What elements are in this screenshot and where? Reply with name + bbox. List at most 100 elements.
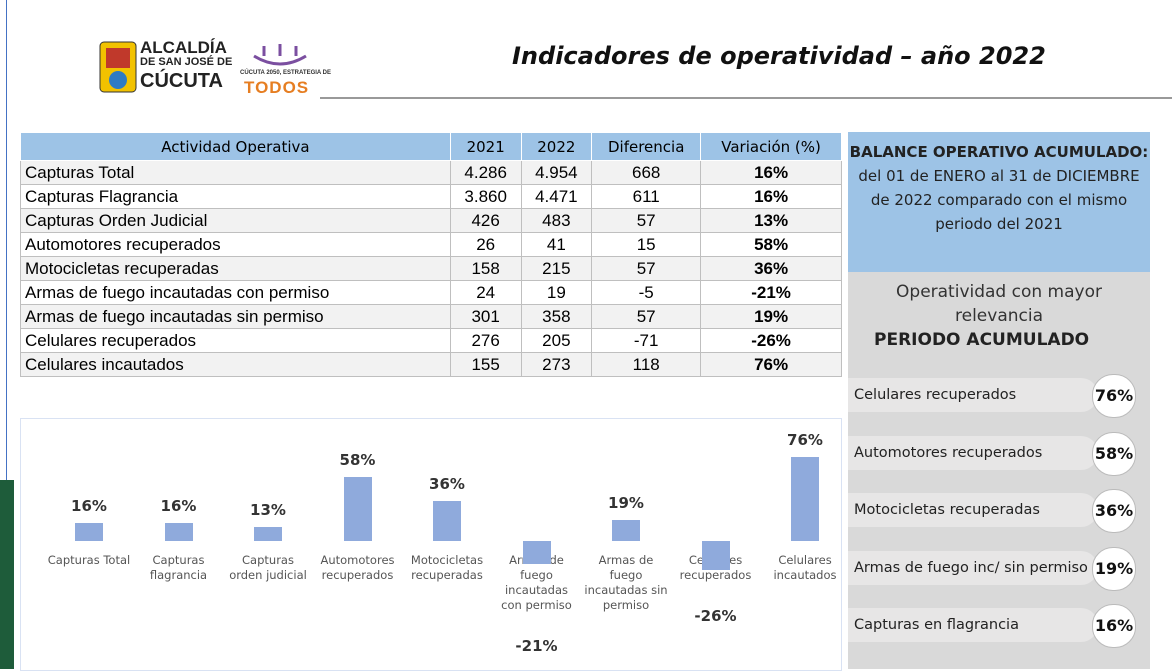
category-label: Celulares incautados <box>773 553 837 582</box>
relevance-value: 19% <box>1092 546 1136 591</box>
table-cell: 36% <box>700 256 842 281</box>
category-label: Capturas flagrancia <box>149 553 208 582</box>
relevance-subtitle: PERIODO ACUMULADO <box>874 330 1090 350</box>
relevance-value: 76% <box>1092 374 1136 418</box>
table-cell: -26% <box>700 328 842 353</box>
table-cell: Automotores recuperados <box>20 232 451 257</box>
table-row: Armas de fuego incautadas sin permiso 301… <box>20 304 842 329</box>
slogan-icon <box>253 44 307 66</box>
table-cell: 483 <box>520 208 593 233</box>
category-label: Automotores recuperados <box>320 553 395 582</box>
balance-text: del 01 de ENERO al 31 de DICIEMBRE de 20… <box>858 167 1140 233</box>
relevance-item: Armas de fuego inc/ sin permiso <box>848 550 1098 585</box>
table-cell: Celulares incautados <box>20 352 451 377</box>
table-cell: 273 <box>520 352 593 377</box>
column-header: Variación (%) <box>700 132 842 161</box>
table-row: Armas de fuego incautadas con permiso 24 1… <box>20 280 842 305</box>
category-label: Capturas Total <box>47 553 131 567</box>
bar <box>343 477 372 541</box>
column-header: Actividad Operativa <box>20 132 451 161</box>
table-row: Celulares recuperados 276 205 -71 -26% <box>20 328 842 353</box>
table-cell: 24 <box>449 280 522 305</box>
table-cell: Motocicletas recuperadas <box>20 256 451 281</box>
bar <box>433 501 461 541</box>
table-cell: 205 <box>520 328 593 353</box>
table-row: Capturas Flagrancia 3.860 4.471 611 16% <box>20 184 842 209</box>
relevance-item: Motocicletas recuperadas <box>848 493 1098 527</box>
logo-line: DE SAN JOSÉ DE <box>140 56 233 68</box>
relevance-value: 16% <box>1092 604 1136 648</box>
table-cell: 57 <box>591 208 702 233</box>
bar <box>254 526 282 541</box>
table-cell: Capturas Total <box>20 160 451 185</box>
logo-line: CÚCUTA <box>140 70 223 92</box>
bar <box>791 457 819 541</box>
table-cell: 611 <box>591 184 702 209</box>
table-cell: 57 <box>591 304 702 329</box>
table-cell: 57 <box>591 256 702 281</box>
table-cell: 301 <box>449 304 522 329</box>
table-cell: -5 <box>591 280 702 305</box>
table-cell: Armas de fuego incautadas con permiso <box>20 280 451 305</box>
table-cell: 118 <box>591 352 702 377</box>
table-cell: 3.860 <box>449 184 522 209</box>
column-header: Diferencia <box>591 132 702 161</box>
table-cell: 668 <box>591 160 702 185</box>
category-label: Capturas orden judicial <box>229 553 307 582</box>
table-cell: 16% <box>700 160 842 185</box>
header-rule <box>320 97 1172 99</box>
relevance-item: Celulares recuperados <box>848 378 1098 412</box>
category-label: Motocicletas recuperadas <box>410 553 484 582</box>
relevance-title: Operatividad con mayor relevancia <box>896 282 1102 326</box>
chart: Capturas Total 16% Capturas flagrancia 16% C… <box>20 418 842 671</box>
table-cell: 358 <box>520 304 593 329</box>
logo-line: ALCALDÍA <box>140 38 227 57</box>
table-cell: Celulares recuperados <box>20 328 451 353</box>
balance-box: BALANCE OPERATIVO ACUMULADO: del 01 de E… <box>848 132 1150 272</box>
category-label: Armas de fuego incautadas sin permiso <box>584 553 668 612</box>
table-cell: 41 <box>520 232 593 257</box>
bar <box>612 520 640 541</box>
table-cell: 15 <box>591 232 702 257</box>
logo-text: ALCALDÍA DE SAN JOSÉ DE CÚCUTA <box>140 38 233 92</box>
bar <box>522 541 551 565</box>
bar <box>701 541 730 570</box>
value-label: 58% <box>339 451 376 470</box>
table-cell: 4.286 <box>449 160 522 185</box>
relevance-item: Capturas en flagrancia <box>848 608 1098 642</box>
table-cell: 19 <box>520 280 593 305</box>
value-label: -21% <box>515 637 558 655</box>
table-cell: 26 <box>449 232 522 257</box>
table-row: Capturas Total 4.286 4.954 668 16% <box>20 160 842 185</box>
column-header: 2021 <box>449 132 522 161</box>
relevance-item: Automotores recuperados <box>848 435 1098 470</box>
bar <box>75 523 103 541</box>
table-cell: 19% <box>700 304 842 329</box>
table-cell: Capturas Orden Judicial <box>20 208 451 233</box>
table-cell: 76% <box>700 352 842 377</box>
value-label: 16% <box>71 497 107 516</box>
table-cell: Armas de fuego incautadas sin permiso <box>20 304 451 329</box>
relevance-value: 58% <box>1092 431 1136 476</box>
value-label: 13% <box>250 500 286 519</box>
table: Actividad Operativa 2021 2022 Diferencia Var… <box>20 132 842 377</box>
title: Indicadores de operatividad – año 2022 <box>512 42 1046 70</box>
table-cell: 58% <box>700 232 842 257</box>
table-cell: Capturas Flagrancia <box>20 184 451 209</box>
table-cell: -21% <box>700 280 842 305</box>
table-cell: 155 <box>449 352 522 377</box>
logo-shield <box>99 41 137 93</box>
table-cell: 16% <box>700 184 842 209</box>
table-cell: 426 <box>449 208 522 233</box>
value-label: -26% <box>694 607 737 625</box>
value-label: 76% <box>787 431 823 450</box>
value-label: 19% <box>608 494 644 513</box>
balance-heading: BALANCE OPERATIVO ACUMULADO: <box>849 143 1149 161</box>
bar <box>164 523 193 541</box>
table-row: Automotores recuperados 26 41 15 58% <box>20 232 842 257</box>
slogan-word: TODOS <box>244 78 310 97</box>
value-label: 36% <box>429 475 465 494</box>
column-header: 2022 <box>520 132 593 161</box>
slogan: CÚCUTA 2050, ESTRATEGIA DE <box>240 70 332 76</box>
